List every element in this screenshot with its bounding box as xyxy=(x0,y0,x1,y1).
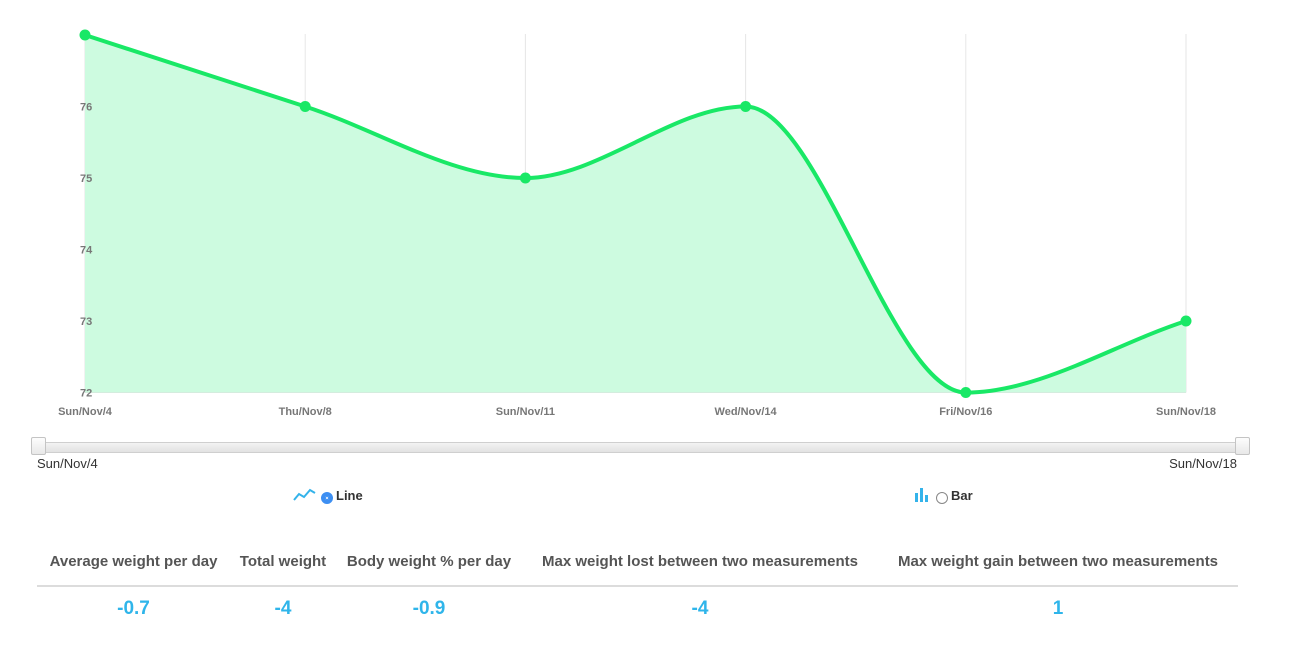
series-line xyxy=(84,33,1187,395)
line-chart-option[interactable]: Line xyxy=(293,486,363,504)
weight-chart: 72 73 74 75 76 Sun/Nov/4 Thu/Nov/8 Sun/Nov/11 W… xyxy=(58,29,1216,418)
total-weight-value: -4 xyxy=(274,598,292,619)
range-track[interactable] xyxy=(37,442,1244,453)
y-tick-label: 73 xyxy=(80,316,92,328)
line-option-label: Line xyxy=(336,487,363,503)
bar-chart-icon xyxy=(915,488,928,502)
max-gain-header: Max weight gain between two measurements xyxy=(878,549,1238,587)
bar-radio[interactable] xyxy=(936,492,948,504)
bar-option-label: Bar xyxy=(951,487,973,503)
data-point-5[interactable] xyxy=(1180,315,1192,327)
total-weight-header: Total weight xyxy=(230,549,336,587)
body-weight-pct-value: -0.9 xyxy=(412,598,446,619)
x-tick-label: Sun/Nov/4 xyxy=(58,406,113,418)
y-tick-label: 76 xyxy=(80,102,92,114)
x-tick-label: Sun/Nov/11 xyxy=(496,406,555,418)
data-point-4[interactable] xyxy=(960,387,972,398)
y-tick-label: 75 xyxy=(80,173,92,185)
body-weight-pct-header: Body weight % per day xyxy=(336,549,522,587)
data-point-3[interactable] xyxy=(740,101,752,112)
x-tick-label: Fri/Nov/16 xyxy=(939,406,992,418)
stats-table: Average weight per day Total weight Body… xyxy=(37,549,1238,620)
data-point-0[interactable] xyxy=(79,29,91,41)
y-tick-label: 72 xyxy=(80,388,92,400)
line-radio[interactable] xyxy=(321,492,333,504)
x-tick-label: Thu/Nov/8 xyxy=(279,406,332,418)
bar-chart-option[interactable]: Bar xyxy=(914,486,973,504)
max-lost-value: -4 xyxy=(691,598,709,619)
y-tick-label: 74 xyxy=(80,245,93,257)
range-end-label: Sun/Nov/18 xyxy=(1169,456,1237,471)
max-lost-header: Max weight lost between two measurements xyxy=(522,549,878,587)
x-tick-label: Wed/Nov/14 xyxy=(715,406,778,418)
line-chart-icon xyxy=(293,488,316,501)
range-start-label: Sun/Nov/4 xyxy=(37,456,98,471)
range-start-handle[interactable] xyxy=(31,437,46,455)
stats-value-row: -0.7 -4 -0.9 -4 1 xyxy=(37,586,1238,620)
stats-header-row: Average weight per day Total weight Body… xyxy=(37,549,1238,587)
avg-weight-value: -0.7 xyxy=(117,598,150,619)
range-end-handle[interactable] xyxy=(1235,437,1250,455)
data-point-1[interactable] xyxy=(299,101,311,112)
date-range-slider[interactable] xyxy=(31,437,1250,457)
series-area xyxy=(85,35,1186,393)
data-point-2[interactable] xyxy=(519,172,531,184)
max-gain-value: 1 xyxy=(1052,598,1064,619)
x-tick-label: Sun/Nov/18 xyxy=(1156,406,1216,418)
avg-weight-header: Average weight per day xyxy=(37,549,230,587)
